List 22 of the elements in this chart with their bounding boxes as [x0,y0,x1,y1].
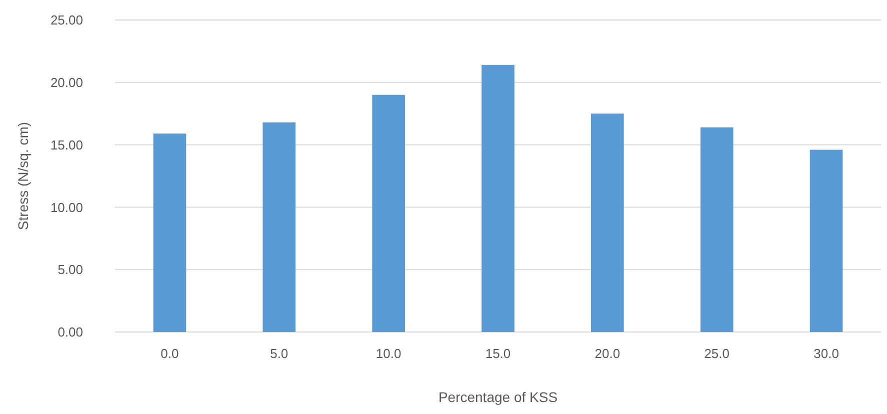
x-axis-title: Percentage of KSS [438,389,558,405]
y-tick-label: 20.00 [50,74,83,90]
x-tick-label: 5.0 [270,346,288,361]
bar [153,134,186,332]
x-tick-label: 0.0 [160,346,179,361]
bar [482,64,514,332]
bar [700,127,734,332]
y-tick-label: 10.00 [50,200,83,215]
x-tick-label: 15.0 [485,346,511,361]
bar [372,94,405,332]
x-tick-label: 25.0 [704,346,730,361]
x-tick-label: 30.0 [814,346,839,361]
y-axis-title: Stress (N/sq. cm) [15,122,31,230]
bar [262,122,296,332]
bar [591,114,624,332]
y-tick-label: 15.00 [50,137,83,152]
bar [810,150,843,332]
y-tick-label: 5.00 [58,262,83,278]
x-tick-label: 10.0 [376,346,402,361]
x-tick-label: 20.0 [594,346,620,361]
y-tick-label: 0.00 [58,324,83,340]
y-tick-label: 25.00 [50,12,83,28]
